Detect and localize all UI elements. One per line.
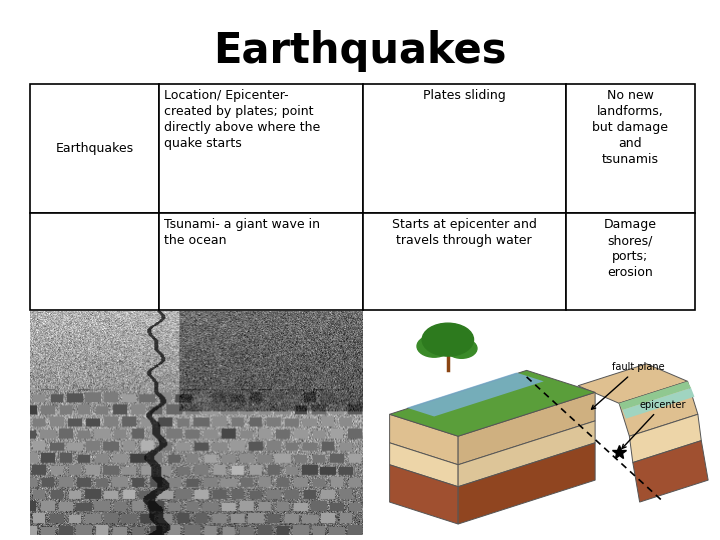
- Polygon shape: [458, 443, 595, 524]
- Bar: [362, 84, 566, 213]
- Text: Earthquakes: Earthquakes: [213, 30, 507, 72]
- Bar: [362, 213, 566, 310]
- Polygon shape: [390, 370, 595, 436]
- Circle shape: [446, 339, 477, 359]
- Polygon shape: [578, 364, 688, 403]
- Polygon shape: [623, 388, 695, 418]
- Bar: [159, 84, 362, 213]
- Text: Plates sliding: Plates sliding: [423, 89, 505, 102]
- Polygon shape: [619, 381, 698, 436]
- Text: Damage
shores/
ports;
erosion: Damage shores/ ports; erosion: [604, 218, 657, 279]
- Bar: [30, 213, 159, 310]
- Polygon shape: [390, 465, 458, 524]
- Bar: [159, 213, 362, 310]
- Bar: [566, 84, 695, 213]
- Text: Earthquakes: Earthquakes: [55, 142, 134, 155]
- Polygon shape: [390, 443, 458, 487]
- Polygon shape: [629, 414, 701, 463]
- Text: No new
landforms,
but damage
and
tsunamis: No new landforms, but damage and tsunami…: [593, 89, 668, 166]
- Text: fault plane: fault plane: [592, 362, 665, 409]
- Polygon shape: [390, 414, 458, 465]
- Text: Tsunami- a giant wave in
the ocean: Tsunami- a giant wave in the ocean: [164, 218, 320, 247]
- Polygon shape: [407, 373, 544, 416]
- Bar: [566, 213, 695, 310]
- Polygon shape: [633, 441, 708, 502]
- Text: Location/ Epicenter-
created by plates; point
directly above where the
quake sta: Location/ Epicenter- created by plates; …: [164, 89, 320, 150]
- Polygon shape: [458, 393, 595, 465]
- Polygon shape: [458, 421, 595, 487]
- Circle shape: [417, 335, 451, 357]
- Bar: [30, 84, 159, 213]
- Text: Starts at epicenter and
travels through water: Starts at epicenter and travels through …: [392, 218, 536, 247]
- Text: epicenter: epicenter: [622, 400, 686, 448]
- Circle shape: [422, 323, 474, 356]
- Polygon shape: [619, 381, 691, 410]
